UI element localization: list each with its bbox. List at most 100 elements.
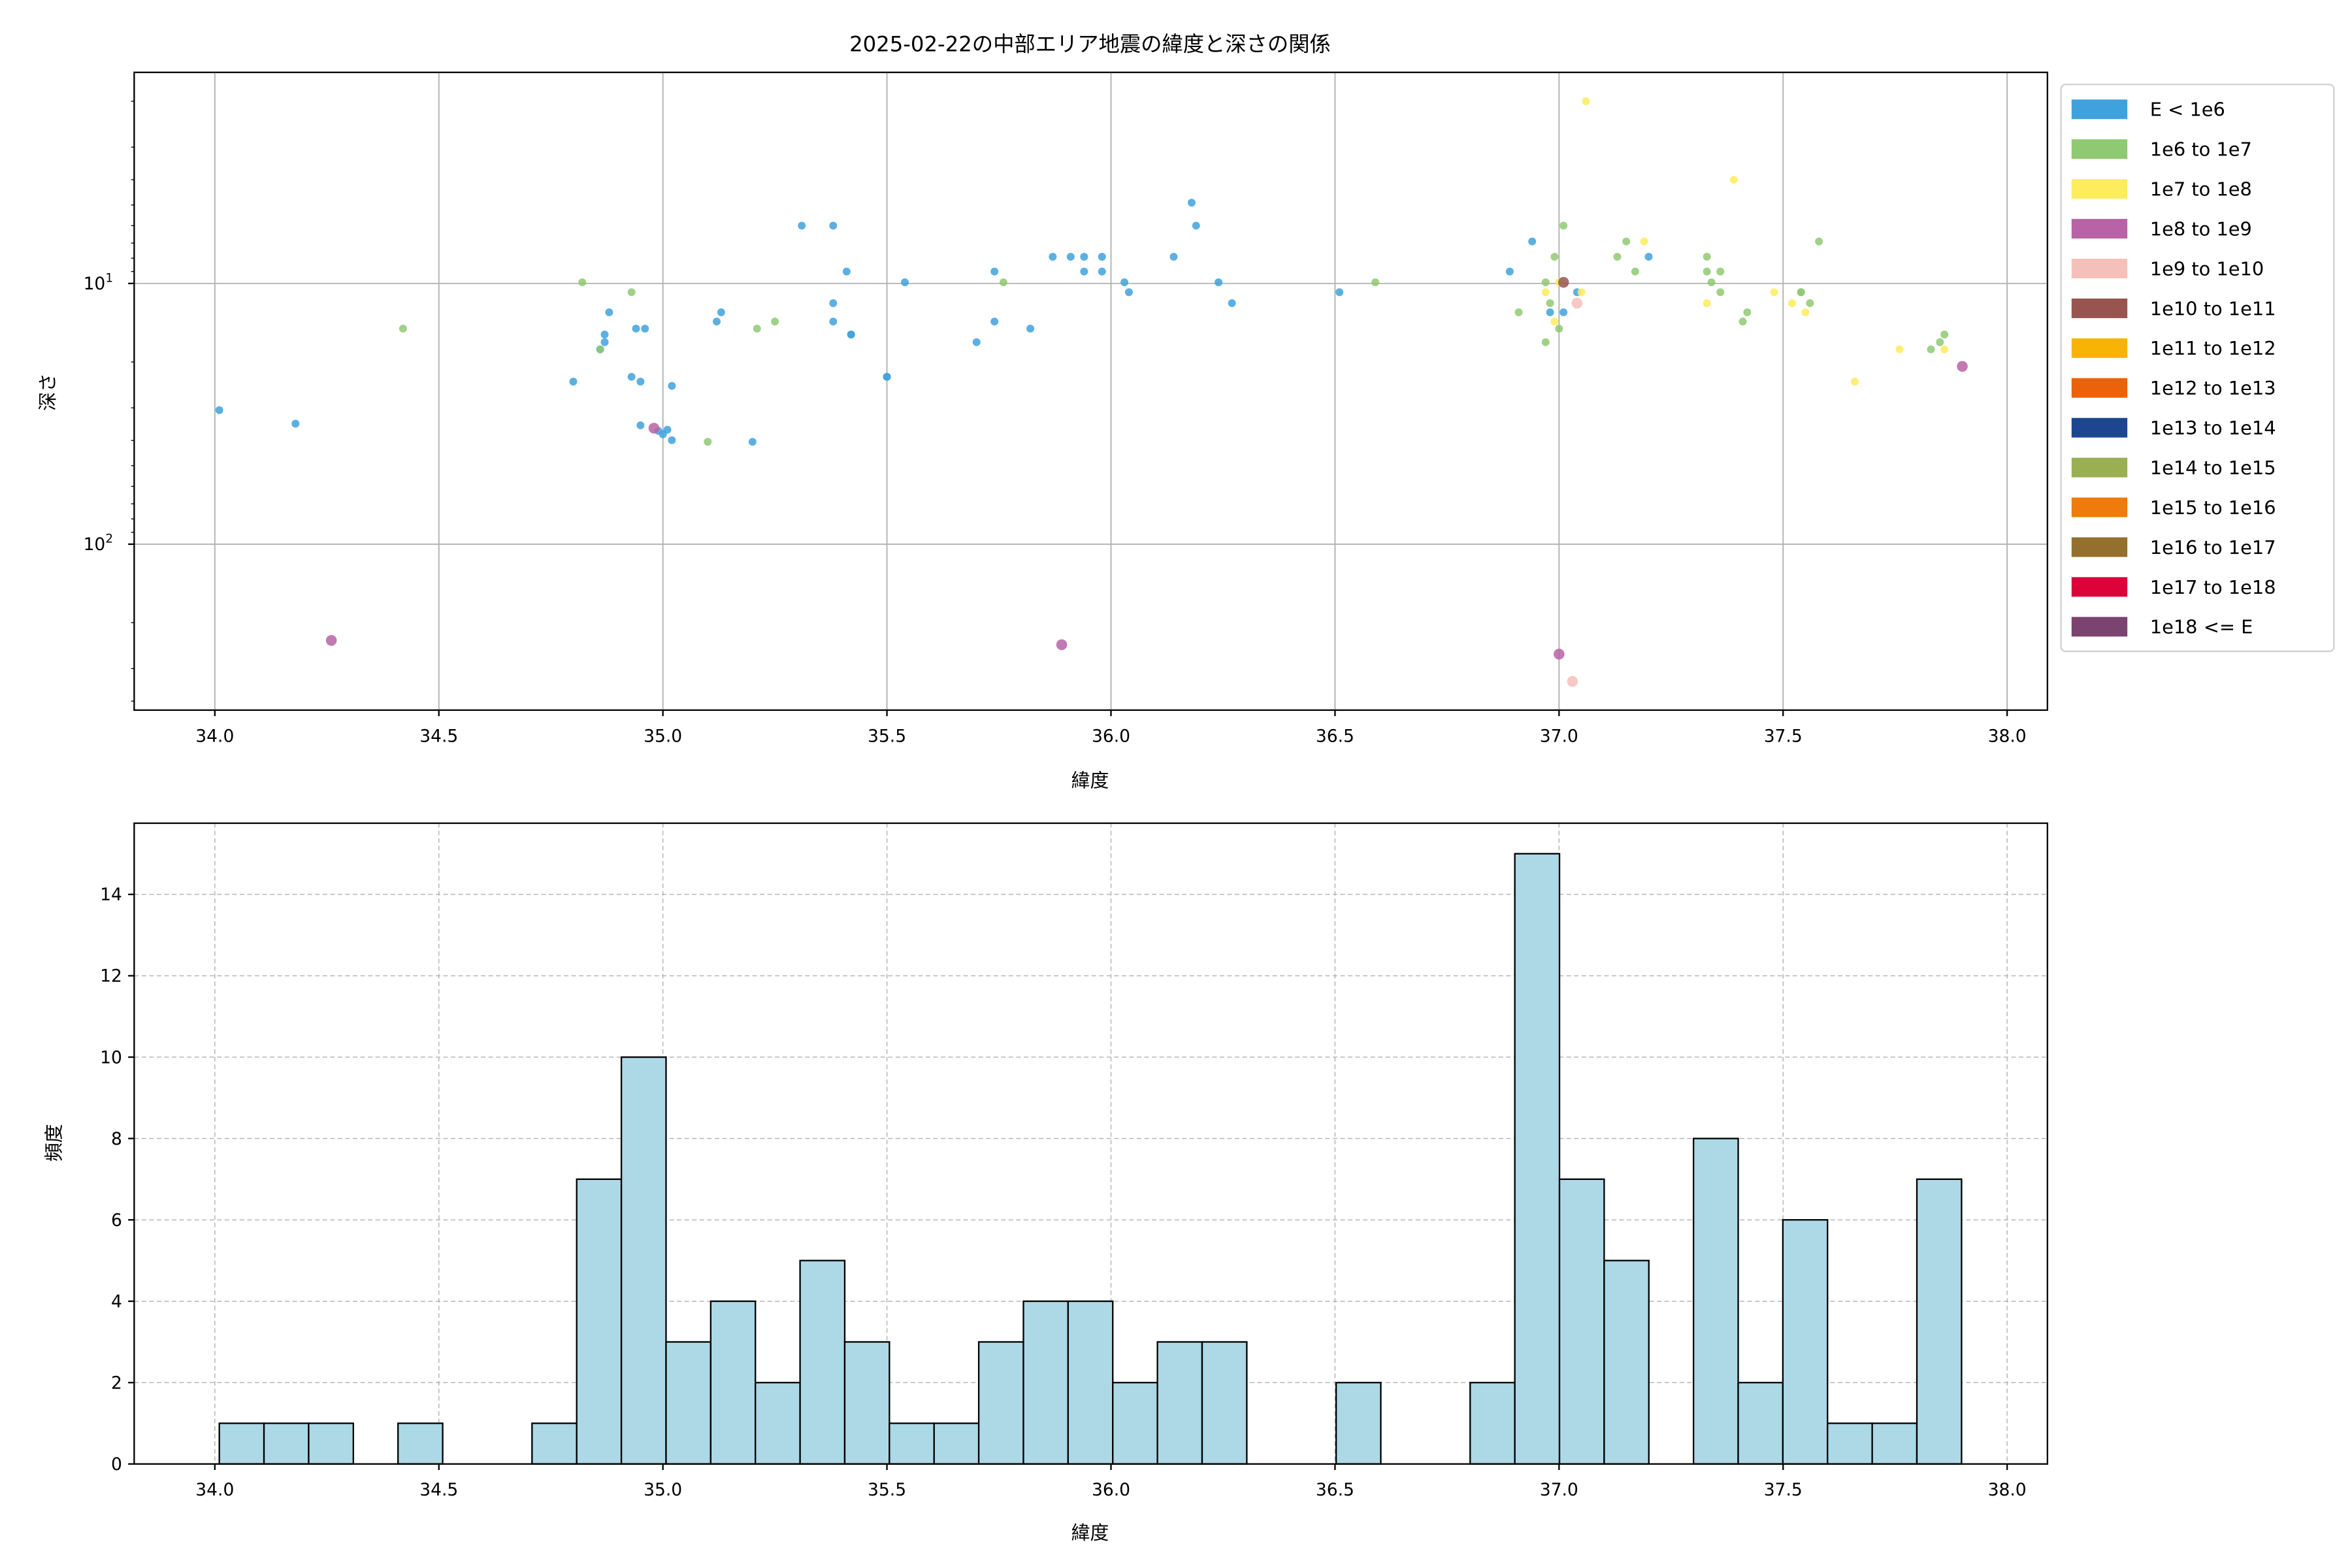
legend-swatch bbox=[2071, 577, 2128, 597]
scatter-point bbox=[798, 221, 806, 230]
scatter-point bbox=[1567, 676, 1578, 687]
scatter-point bbox=[900, 278, 909, 287]
legend-label: 1e12 to 1e13 bbox=[2150, 377, 2276, 399]
chart-title: 2025-02-22の中部エリア地震の緯度と深さの関係 bbox=[849, 31, 1331, 56]
scatter-point bbox=[1644, 253, 1653, 261]
histogram-axes: 34.0 34.5 35.0 35.5 36.0 36.5 37.0 37.5 38.0 0 2 4 6… bbox=[100, 822, 2048, 1500]
scatter-point bbox=[1187, 199, 1196, 207]
x-tick-label: 35.0 bbox=[644, 726, 682, 746]
y-tick-label: 8 bbox=[111, 1129, 122, 1149]
scatter-point bbox=[600, 338, 609, 346]
y-tick-label: 4 bbox=[111, 1292, 122, 1312]
scatter-point bbox=[1797, 288, 1805, 297]
y-tick-base: 10 bbox=[84, 534, 106, 555]
scatter-point bbox=[1806, 299, 1814, 308]
scatter-point bbox=[717, 308, 725, 317]
scatter-point bbox=[605, 308, 613, 317]
legend-label: 1e8 to 1e9 bbox=[2150, 218, 2252, 240]
legend-label: E < 1e6 bbox=[2150, 99, 2225, 121]
scatter-point bbox=[1631, 267, 1639, 276]
scatter-point bbox=[753, 324, 761, 333]
histogram-bar bbox=[1112, 1382, 1158, 1465]
legend-swatch bbox=[2071, 259, 2128, 278]
x-tick-label: 36.0 bbox=[1092, 726, 1130, 746]
scatter-point bbox=[1801, 308, 1810, 317]
scatter-point bbox=[1940, 331, 1949, 339]
scatter-point bbox=[1371, 278, 1380, 287]
scatter-point bbox=[1622, 237, 1631, 246]
scatter-point bbox=[1582, 97, 1590, 105]
scatter-point bbox=[1124, 288, 1133, 297]
histogram-bar bbox=[977, 1341, 1024, 1465]
scatter-point bbox=[990, 318, 999, 326]
x-tick-label: 38.0 bbox=[1988, 1480, 2027, 1500]
scatter-point bbox=[1541, 278, 1550, 287]
histogram-bar bbox=[397, 1422, 444, 1465]
scatter-point bbox=[325, 634, 337, 646]
histogram-bar bbox=[1201, 1341, 1248, 1465]
scatter-point bbox=[1120, 278, 1129, 287]
histogram-bar bbox=[1514, 853, 1561, 1465]
scatter-point bbox=[596, 345, 604, 353]
y-tick-label: 101 bbox=[84, 272, 114, 295]
histogram-bar bbox=[1782, 1218, 1829, 1465]
legend-swatch bbox=[2071, 219, 2128, 239]
scatter-point bbox=[748, 438, 757, 446]
histogram-bar bbox=[933, 1422, 980, 1465]
plot-frame bbox=[133, 822, 2048, 1465]
scatter-point bbox=[1056, 639, 1068, 651]
legend-label: 1e7 to 1e8 bbox=[2150, 178, 2252, 201]
legend-label: 1e14 to 1e15 bbox=[2150, 457, 2276, 479]
scatter-point bbox=[990, 267, 999, 276]
scatter-point bbox=[663, 425, 672, 434]
x-tick-label: 34.5 bbox=[419, 1480, 458, 1500]
scatter-point bbox=[1703, 253, 1711, 261]
scatter-point bbox=[291, 419, 300, 428]
legend-swatch bbox=[2071, 617, 2128, 637]
histogram-bar bbox=[1022, 1300, 1069, 1465]
scatter-point bbox=[1098, 267, 1106, 276]
scatter-point bbox=[1703, 299, 1711, 308]
histogram-bar bbox=[1335, 1382, 1382, 1465]
x-tick-label: 38.0 bbox=[1988, 726, 2027, 746]
scatter-point bbox=[1957, 361, 1968, 372]
scatter-point bbox=[1228, 299, 1236, 308]
scatter-point bbox=[1215, 278, 1223, 287]
legend-label: 1e11 to 1e12 bbox=[2150, 337, 2276, 359]
legend-label: 1e10 to 1e11 bbox=[2150, 297, 2276, 319]
scatter-point bbox=[1739, 318, 1747, 326]
scatter-point bbox=[1716, 288, 1725, 297]
scatter-point bbox=[1553, 648, 1565, 660]
scatter-point bbox=[1815, 237, 1823, 246]
legend-swatch bbox=[2071, 139, 2128, 159]
scatter-point bbox=[636, 421, 645, 429]
scatter-point bbox=[1558, 276, 1569, 288]
scatter-point bbox=[636, 378, 645, 386]
legend-swatch bbox=[2071, 417, 2128, 438]
scatter-point bbox=[999, 278, 1007, 287]
x-tick-label: 37.0 bbox=[1540, 726, 1578, 746]
scatter-point bbox=[1080, 253, 1088, 261]
histogram-bar bbox=[1827, 1422, 1873, 1465]
scatter-point bbox=[627, 288, 636, 297]
x-tick-label: 35.5 bbox=[868, 1480, 906, 1500]
y-tick-label: 2 bbox=[111, 1373, 122, 1393]
legend-swatch bbox=[2071, 378, 2128, 398]
scatter-point bbox=[1743, 308, 1752, 317]
x-tick-label: 35.0 bbox=[644, 1480, 682, 1500]
scatter-point bbox=[1560, 308, 1568, 317]
legend-label: 1e9 to 1e10 bbox=[2150, 257, 2264, 280]
scatter-point bbox=[1850, 378, 1859, 386]
histogram-bar bbox=[1692, 1137, 1739, 1465]
scatter-point bbox=[578, 278, 587, 287]
legend-swatch bbox=[2071, 99, 2128, 120]
scatter-point bbox=[1066, 253, 1075, 261]
y-tick-label: 102 bbox=[84, 532, 114, 555]
scatter-point bbox=[1192, 221, 1200, 230]
scatter-point bbox=[1541, 338, 1550, 346]
scatter-point bbox=[1555, 324, 1563, 333]
hist-x-label: 緯度 bbox=[1071, 1522, 1109, 1544]
histogram-bar bbox=[1558, 1178, 1605, 1465]
y-tick-label: 12 bbox=[100, 966, 122, 987]
